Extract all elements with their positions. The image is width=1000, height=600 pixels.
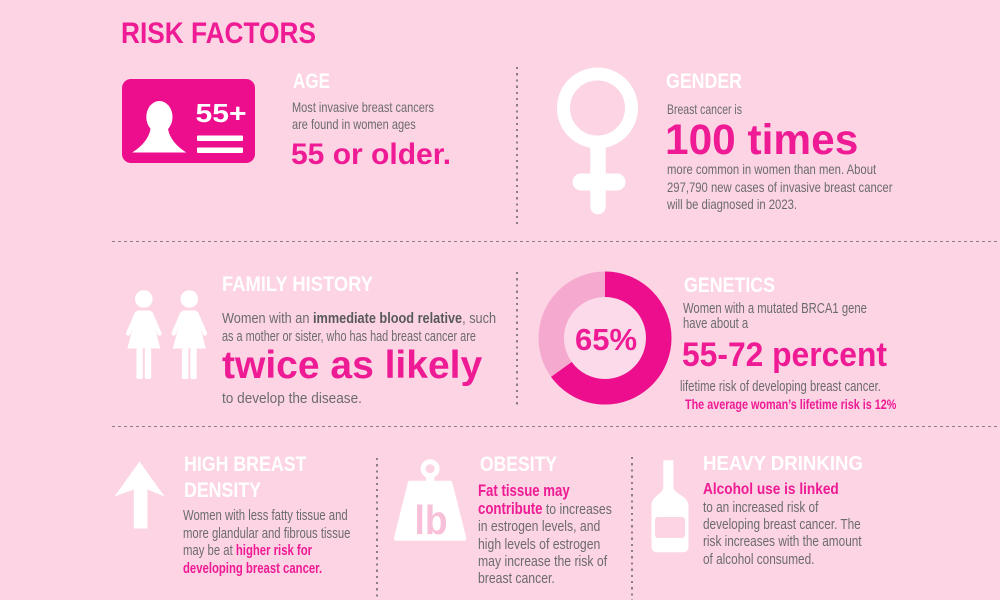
svg-text:55+: 55+ [196, 98, 247, 128]
svg-text:lb: lb [415, 497, 448, 543]
